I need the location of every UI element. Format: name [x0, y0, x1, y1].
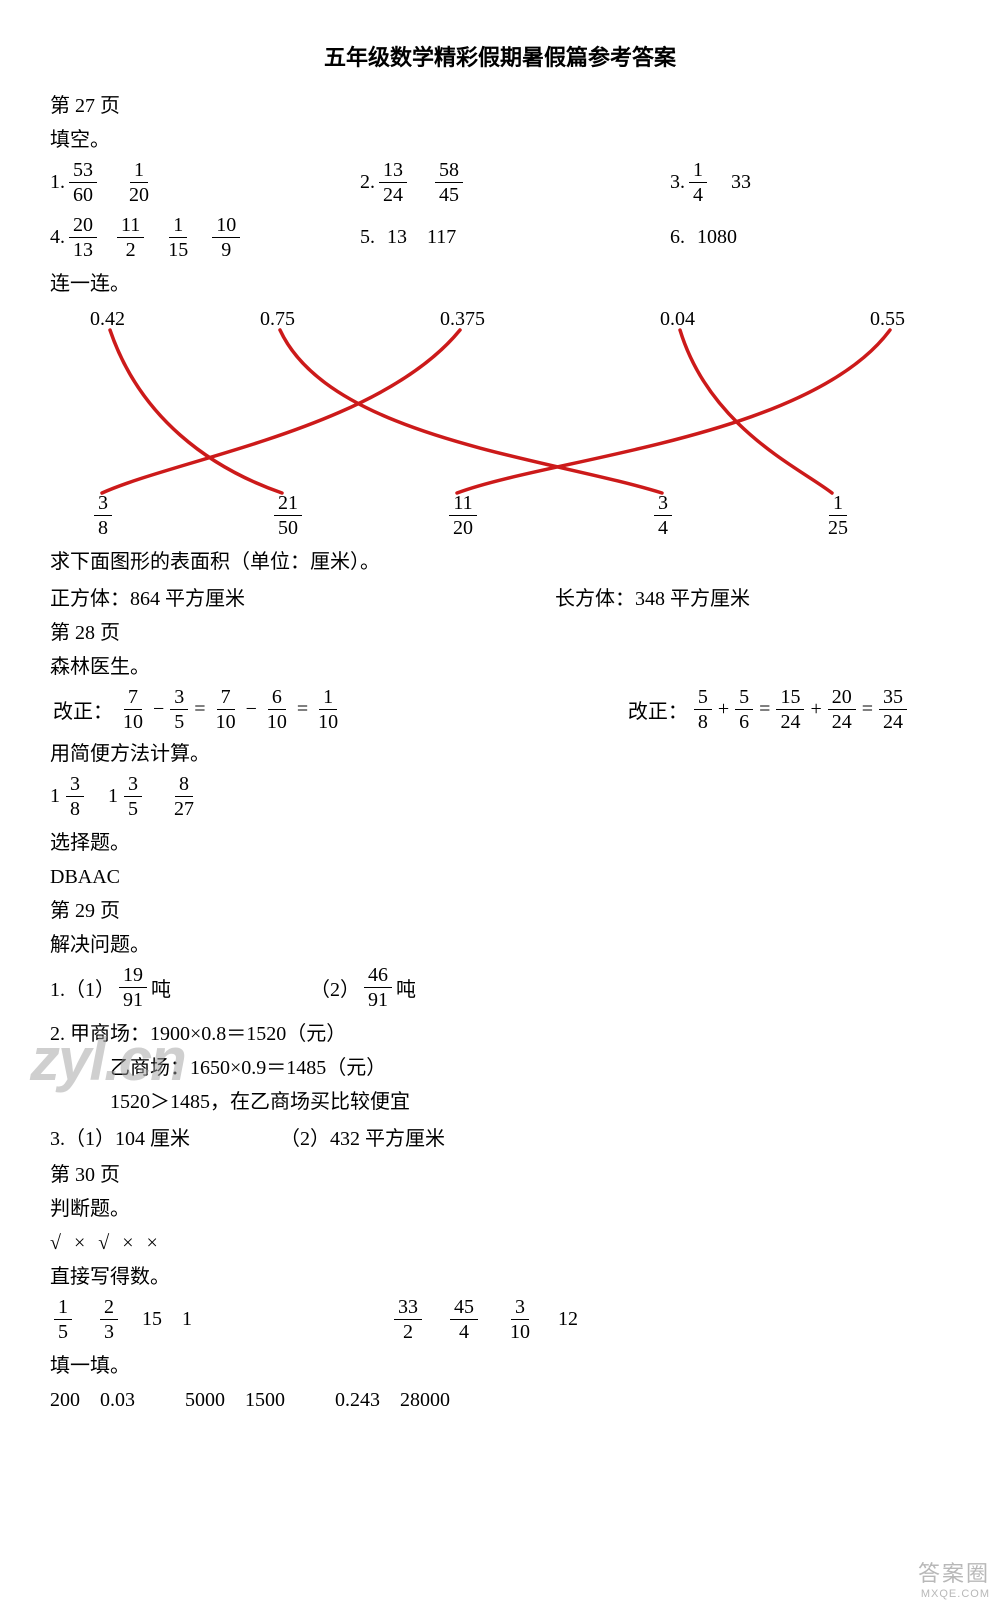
- fix-eq1: 改正： 710 − 35 = 710 − 610 = 110: [50, 687, 345, 732]
- q4-label: 4.: [50, 226, 65, 249]
- diagram-top-1: 0.75: [260, 308, 295, 331]
- diagram-bot-3: 34: [650, 493, 676, 538]
- matching-diagram: 0.42 0.75 0.375 0.04 0.55 38 2150 1120 34 125: [50, 308, 950, 538]
- q3-f1: 14: [689, 160, 707, 205]
- p29-header: 第 29 页: [50, 897, 950, 925]
- d8: 12: [558, 1308, 578, 1331]
- p28-header: 第 28 页: [50, 619, 950, 647]
- p29-section: 解决问题。: [50, 931, 950, 959]
- watermark-corner: 答案圈 MXQE.COM: [908, 1550, 1000, 1606]
- diagram-top-0: 0.42: [90, 308, 125, 331]
- q4-f4: 109: [212, 215, 240, 260]
- surface-left: 正方体：864 平方厘米: [50, 582, 245, 611]
- diagram-bot-4: 125: [820, 493, 856, 538]
- p27-section1: 填空。: [50, 126, 950, 154]
- p30-header: 第 30 页: [50, 1161, 950, 1189]
- q2-f2: 5845: [435, 160, 463, 205]
- p27-row1: 1. 5360 120 2. 1324 5845 3. 14 33: [50, 160, 950, 205]
- q1b-unit: 吨: [396, 973, 416, 1002]
- p29-q2a: 2. 甲商场：1900×0.8＝1520（元）: [50, 1020, 950, 1048]
- judge-header: 判断题。: [50, 1195, 950, 1223]
- p29-q3: 3.（1）104 厘米 （2）432 平方厘米: [50, 1122, 950, 1151]
- q3-n: 33: [731, 171, 751, 194]
- q4-f2: 112: [117, 215, 144, 260]
- simp-m3: 827: [170, 774, 198, 819]
- surface-row: 正方体：864 平方厘米 长方体：348 平方厘米: [50, 582, 950, 611]
- p27-header: 第 27 页: [50, 92, 950, 120]
- diagram-bot-1: 2150: [270, 493, 306, 538]
- p28-section: 森林医生。: [50, 653, 950, 681]
- p29-q1: 1.（1） 1991 吨 （2） 4691 吨: [50, 965, 950, 1010]
- diagram-top-3: 0.04: [660, 308, 695, 331]
- p27-section2: 连一连。: [50, 270, 950, 298]
- choice-header: 选择题。: [50, 829, 950, 857]
- wm2-big: 答案圈: [918, 1556, 990, 1588]
- judge-answers: √ × √ × ×: [50, 1229, 950, 1257]
- q4-f3: 115: [164, 215, 192, 260]
- fix-row: 改正： 710 − 35 = 710 − 610 = 110 改正： 58 + …: [50, 687, 950, 732]
- q1-f2: 120: [125, 160, 153, 205]
- fix-eq2: 改正： 58 + 56 = 1524 + 2024 = 3524: [625, 687, 910, 732]
- q6-label: 6.: [670, 226, 685, 249]
- q6-a: 1080: [697, 226, 737, 249]
- page-title: 五年级数学精彩假期暑假篇参考答案: [50, 40, 950, 72]
- p27-row2: 4. 2013 112 115 109 5. 13 117 6. 1080: [50, 215, 950, 260]
- fix2-label: 改正：: [628, 695, 688, 724]
- q5-label: 5.: [360, 226, 375, 249]
- direct-row: 15 23 15 1 332 454 310 12: [50, 1297, 950, 1342]
- q3-label: 3.: [670, 171, 685, 194]
- diagram-lines: [50, 308, 950, 538]
- diagram-top-4: 0.55: [870, 308, 905, 331]
- q4-f1: 2013: [69, 215, 97, 260]
- diagram-top-2: 0.375: [440, 308, 485, 331]
- q1-unit: 吨: [151, 973, 171, 1002]
- q5-a: 13: [387, 226, 407, 249]
- q1b-label: （2）: [310, 973, 360, 1002]
- diagram-bot-0: 38: [90, 493, 116, 538]
- simp-m1: 1 38: [50, 774, 88, 819]
- surface-right: 长方体：348 平方厘米: [555, 582, 750, 611]
- fix1-label: 改正：: [53, 695, 113, 724]
- p29-q3a: 3.（1）104 厘米: [50, 1122, 280, 1151]
- direct-header: 直接写得数。: [50, 1263, 950, 1291]
- q1-f1: 5360: [69, 160, 97, 205]
- p29-q2c: 1520＞1485，在乙商场买比较便宜: [50, 1088, 950, 1116]
- simp-row: 1 38 1 35 827: [50, 774, 950, 819]
- choice-answers: DBAAC: [50, 863, 950, 891]
- fill-header: 填一填。: [50, 1352, 950, 1380]
- q2-f1: 1324: [379, 160, 407, 205]
- q2-label: 2.: [360, 171, 375, 194]
- d3: 15: [142, 1308, 162, 1331]
- simp-header: 用简便方法计算。: [50, 740, 950, 768]
- simp-m2: 1 35: [108, 774, 146, 819]
- p29-q3b: （2）432 平方厘米: [280, 1122, 445, 1151]
- d4: 1: [182, 1308, 192, 1331]
- wm2-small: MXQE.COM: [918, 1588, 990, 1600]
- diagram-bot-2: 1120: [445, 493, 481, 538]
- q5-b: 117: [427, 226, 456, 249]
- fill-answers: 200 0.03 5000 1500 0.243 28000: [50, 1386, 950, 1414]
- p29-q2b: 乙商场：1650×0.9＝1485（元）: [50, 1054, 950, 1082]
- q1-label: 1.（1）: [50, 973, 115, 1002]
- q1-label: 1.: [50, 171, 65, 194]
- surface-header: 求下面图形的表面积（单位：厘米）。: [50, 548, 950, 576]
